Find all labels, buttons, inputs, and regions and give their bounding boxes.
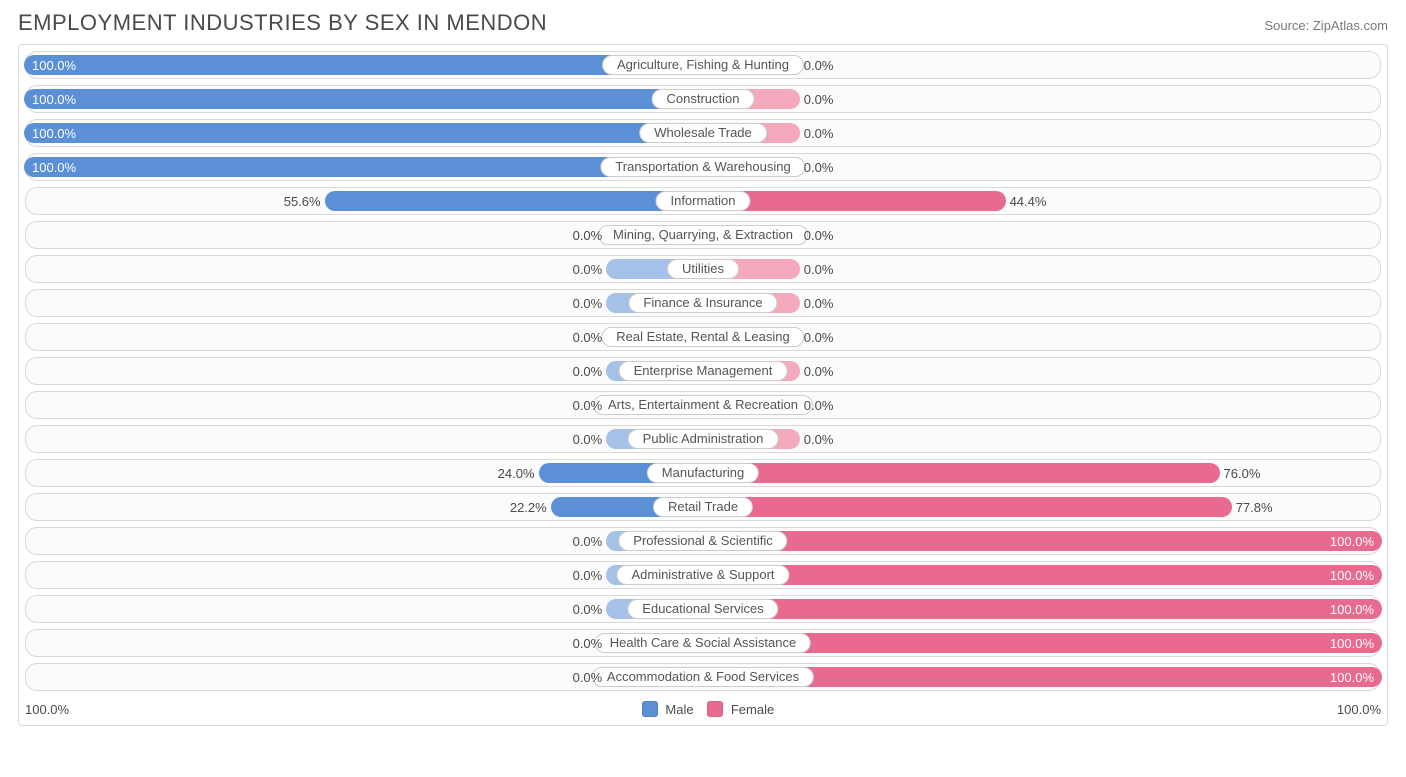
male-value: 22.2% xyxy=(504,494,553,522)
category-label: Professional & Scientific xyxy=(618,531,787,551)
female-value: 76.0% xyxy=(1218,460,1267,488)
female-value: 100.0% xyxy=(1324,562,1380,590)
legend-swatch-male xyxy=(642,701,658,717)
female-bar xyxy=(705,463,1220,483)
male-value: 0.0% xyxy=(567,562,609,590)
category-label: Arts, Entertainment & Recreation xyxy=(593,395,813,415)
female-value: 100.0% xyxy=(1324,664,1380,692)
chart-row: Public Administration 0.0% 0.0% xyxy=(25,425,1381,453)
chart-row: Accommodation & Food Services0.0% 100.0% xyxy=(25,663,1381,691)
female-bar xyxy=(705,565,1382,585)
chart-row: Construction 100.0% 0.0% xyxy=(25,85,1381,113)
chart-row: Professional & Scientific 0.0% 100.0% xyxy=(25,527,1381,555)
category-label: Enterprise Management xyxy=(619,361,788,381)
male-value: 0.0% xyxy=(567,528,609,556)
male-value: 0.0% xyxy=(567,358,609,386)
category-label: Transportation & Warehousing xyxy=(600,157,805,177)
category-label: Administrative & Support xyxy=(616,565,789,585)
female-value: 0.0% xyxy=(798,52,840,80)
category-label: Finance & Insurance xyxy=(628,293,777,313)
category-label: Wholesale Trade xyxy=(639,123,767,143)
chart-row: Utilities 0.0% 0.0% xyxy=(25,255,1381,283)
female-value: 77.8% xyxy=(1230,494,1279,522)
female-value: 0.0% xyxy=(798,86,840,114)
axis-right-label: 100.0% xyxy=(1337,702,1381,717)
category-label: Retail Trade xyxy=(653,497,753,517)
chart-row: Enterprise Management 0.0% 0.0% xyxy=(25,357,1381,385)
legend-label-female: Female xyxy=(731,702,774,717)
chart-row: Mining, Quarrying, & Extraction0.0% 0.0% xyxy=(25,221,1381,249)
female-value: 44.4% xyxy=(1004,188,1053,216)
axis-left-label: 100.0% xyxy=(25,702,69,717)
category-label: Health Care & Social Assistance xyxy=(595,633,811,653)
male-value: 0.0% xyxy=(567,664,609,692)
legend: Male Female xyxy=(69,701,1337,717)
legend-label-male: Male xyxy=(665,702,693,717)
female-value: 100.0% xyxy=(1324,596,1380,624)
male-value: 100.0% xyxy=(26,154,82,182)
chart-title: EMPLOYMENT INDUSTRIES BY SEX IN MENDON xyxy=(18,10,547,36)
chart-row: Administrative & Support 0.0% 100.0% xyxy=(25,561,1381,589)
female-bar xyxy=(705,599,1382,619)
female-bar xyxy=(705,497,1232,517)
female-value: 0.0% xyxy=(798,358,840,386)
male-value: 0.0% xyxy=(567,324,609,352)
male-value: 0.0% xyxy=(567,392,609,420)
male-bar xyxy=(24,123,701,143)
category-label: Mining, Quarrying, & Extraction xyxy=(598,225,808,245)
chart-row: Wholesale Trade 100.0% 0.0% xyxy=(25,119,1381,147)
female-value: 0.0% xyxy=(798,256,840,284)
chart-row: Educational Services 0.0% 100.0% xyxy=(25,595,1381,623)
female-value: 0.0% xyxy=(798,222,840,250)
male-value: 55.6% xyxy=(278,188,327,216)
female-value: 0.0% xyxy=(798,120,840,148)
female-value: 0.0% xyxy=(798,290,840,318)
male-value: 100.0% xyxy=(26,86,82,114)
male-value: 0.0% xyxy=(567,290,609,318)
male-value: 100.0% xyxy=(26,120,82,148)
female-value: 100.0% xyxy=(1324,528,1380,556)
chart-row: Information 55.6% 44.4% xyxy=(25,187,1381,215)
category-label: Real Estate, Rental & Leasing xyxy=(601,327,804,347)
female-value: 0.0% xyxy=(798,392,840,420)
category-label: Utilities xyxy=(667,259,739,279)
category-label: Accommodation & Food Services xyxy=(592,667,814,687)
male-bar xyxy=(24,55,701,75)
chart-source: Source: ZipAtlas.com xyxy=(1264,18,1388,33)
chart-row: Health Care & Social Assistance0.0% 100.0… xyxy=(25,629,1381,657)
chart-row: Finance & Insurance 0.0% 0.0% xyxy=(25,289,1381,317)
chart-row: Manufacturing 24.0% 76.0% xyxy=(25,459,1381,487)
female-bar xyxy=(705,531,1382,551)
chart-row: Arts, Entertainment & Recreation0.0% 0.0% xyxy=(25,391,1381,419)
category-label: Construction xyxy=(652,89,755,109)
category-label: Educational Services xyxy=(627,599,778,619)
chart-row: Retail Trade 22.2% 77.8% xyxy=(25,493,1381,521)
male-value: 0.0% xyxy=(567,222,609,250)
male-bar xyxy=(24,89,701,109)
chart-footer: 100.0% Male Female 100.0% xyxy=(25,697,1381,721)
chart-row: Transportation & Warehousing 100.0% 0.0% xyxy=(25,153,1381,181)
female-value: 0.0% xyxy=(798,426,840,454)
chart-row: Agriculture, Fishing & Hunting 100.0% 0.0% xyxy=(25,51,1381,79)
category-label: Public Administration xyxy=(628,429,779,449)
female-value: 100.0% xyxy=(1324,630,1380,658)
male-bar xyxy=(325,191,701,211)
male-value: 0.0% xyxy=(567,256,609,284)
female-value: 0.0% xyxy=(798,154,840,182)
male-value: 100.0% xyxy=(26,52,82,80)
category-label: Agriculture, Fishing & Hunting xyxy=(602,55,804,75)
category-label: Manufacturing xyxy=(647,463,759,483)
female-value: 0.0% xyxy=(798,324,840,352)
male-value: 24.0% xyxy=(492,460,541,488)
male-value: 0.0% xyxy=(567,426,609,454)
diverging-bar-chart: Agriculture, Fishing & Hunting 100.0% 0.0%… xyxy=(18,44,1388,726)
male-value: 0.0% xyxy=(567,630,609,658)
category-label: Information xyxy=(655,191,750,211)
chart-header: EMPLOYMENT INDUSTRIES BY SEX IN MENDON S… xyxy=(18,10,1388,36)
male-value: 0.0% xyxy=(567,596,609,624)
chart-row: Real Estate, Rental & Leasing0.0% 0.0% xyxy=(25,323,1381,351)
legend-swatch-female xyxy=(707,701,723,717)
